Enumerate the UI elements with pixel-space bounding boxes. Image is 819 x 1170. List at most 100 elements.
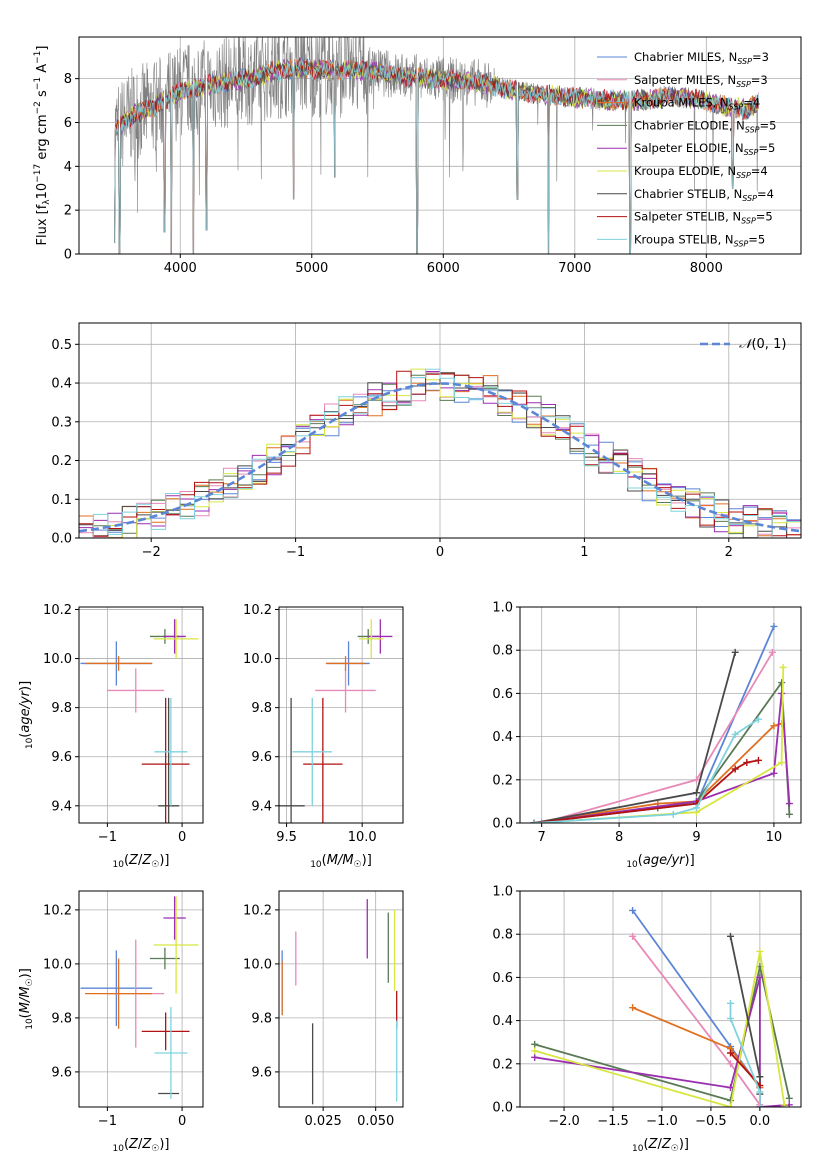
- plot-area: [80, 896, 199, 1099]
- x-tick-label: −2: [142, 545, 161, 560]
- weight-marker-kroupa_stelib: [692, 804, 700, 812]
- x-axis-label-text: (: [322, 853, 327, 868]
- point-chabrier_stelib: [158, 697, 180, 823]
- y-tick-label: 0.8: [492, 928, 513, 943]
- x-tick-label: −0.5: [695, 1114, 727, 1129]
- x-tick-label: 8: [615, 830, 623, 845]
- axes-mass_vs_Z: −1 0 9.6 9.8 10.0 10.2: [43, 890, 204, 1129]
- x-tick-label: 1: [580, 545, 588, 560]
- y-tick-label: 0: [64, 248, 72, 263]
- axis-label-var: age/yr: [643, 853, 686, 868]
- point-salpeter_stelib: [141, 1012, 190, 1051]
- x-axis-label-sub: ☉: [151, 1144, 159, 1154]
- axis-label-sub: 10: [25, 737, 35, 749]
- axes-frame: [519, 890, 802, 1108]
- axis-label-text: (: [18, 733, 33, 738]
- axes-frame: [78, 606, 204, 824]
- y-tick-label: 10.2: [243, 903, 272, 918]
- plot-area: [80, 619, 199, 823]
- x-tick-label: −2.0: [548, 1114, 580, 1129]
- axis-label-sub: ☉: [25, 978, 35, 986]
- axes-mass_vs_ebv: 0.025 0.050 9.6 9.8 10.0 10.2: [243, 890, 404, 1129]
- weight-marker-kroupa_elodie: [756, 947, 764, 955]
- y-axis-label: 10(age/yr)]: [18, 681, 35, 749]
- legend-label-count: =4: [757, 187, 774, 201]
- axes-frame: [278, 890, 404, 1108]
- y-tick-label: 0.2: [492, 773, 513, 788]
- legend-label-count: =3: [752, 50, 769, 64]
- axis-label-var: M/M: [18, 986, 33, 1013]
- legend-label-text: Kroupa STELIB, N: [634, 232, 734, 246]
- point-salpeter_elodie: [368, 619, 393, 654]
- legend-label-kroupa_miles: Kroupa MILES, NSSP=4: [634, 96, 760, 112]
- x-axis-label-var: Z: [648, 1137, 659, 1152]
- x-axis-label-sub: 10: [632, 1144, 644, 1154]
- weight-marker-kroupa_elodie: [779, 663, 787, 671]
- point-salpeter_elodie: [163, 619, 186, 654]
- axes-age_vs_mass: 9.5 10.0 9.4 9.6 9.8 10.0 10.2: [243, 603, 404, 845]
- y-axis-label-text: A: [35, 64, 50, 77]
- axis-label-text: )]: [18, 681, 33, 691]
- weight-marker-salpeter_stelib: [727, 1049, 735, 1057]
- x-axis-label-var: Z: [128, 1137, 139, 1152]
- legend-label-count: =5: [760, 118, 777, 132]
- weight-marker-kroupa_stelib: [756, 1088, 764, 1096]
- y-tick-label: 6: [64, 116, 72, 131]
- legend-label-text: Kroupa ELODIE, N: [634, 164, 736, 178]
- weight-marker-salpeter_stelib: [731, 765, 739, 773]
- weight-marker-salpeter_miles: [692, 776, 700, 784]
- axis-label-text: (: [638, 853, 643, 868]
- y-tick-label: 9.6: [251, 1065, 272, 1080]
- legend-label-sub: SSP: [729, 103, 744, 112]
- axes-spectrum: 4000 5000 6000 7000 8000 0 2 4 6 8: [64, 36, 802, 276]
- weight-marker-kroupa_elodie: [727, 1103, 735, 1107]
- weight-marker-chabrier_elodie: [785, 1094, 793, 1102]
- legend-label-text: Chabrier STELIB, N: [634, 187, 742, 201]
- y-tick-label: 1.0: [492, 885, 513, 900]
- weight-marker-chabrier_elodie: [531, 1040, 539, 1048]
- x-axis-label-text: (: [643, 1137, 648, 1152]
- point-kroupa_stelib: [292, 697, 332, 806]
- weight-marker-salpeter_elodie: [770, 769, 778, 777]
- y-tick-label: 10.2: [43, 603, 72, 618]
- plot-area: [279, 619, 393, 823]
- point-salpeter_elodie: [163, 896, 186, 940]
- weight-marker-kroupa_stelib: [731, 730, 739, 738]
- point-salpeter_miles: [315, 668, 376, 713]
- x-axis-label: 10(age/yr)]: [626, 853, 694, 870]
- plot-area: [530, 622, 793, 823]
- weight-marker-kroupa_miles: [629, 1004, 637, 1012]
- x-axis-label-text: )]: [159, 853, 169, 868]
- axes-weight_vs_age: 7 8 9 10 0.0 0.2 0.4 0.6 0.8 1.0: [492, 601, 802, 845]
- x-tick-label: 0: [178, 830, 186, 845]
- x-tick-label: 5000: [295, 261, 328, 276]
- y-axis-label-sup: −1: [33, 77, 43, 90]
- weight-marker-kroupa_elodie: [780, 1101, 788, 1107]
- weight-marker-salpeter_elodie: [727, 1084, 735, 1092]
- legend-label-gaussian: 𝒩(0, 1): [739, 337, 786, 352]
- y-axis-label: Flux [fλ10−17 erg cm−2 s−1 A−1]: [33, 46, 52, 246]
- weight-marker-kroupa_miles: [770, 722, 778, 730]
- point-kroupa_elodie: [359, 619, 384, 659]
- x-axis-label-var: Z: [128, 853, 139, 868]
- x-axis-label-sub: 10: [113, 1144, 125, 1154]
- point-salpeter_stelib: [141, 697, 190, 823]
- point-chabrier_miles: [80, 950, 153, 1026]
- x-axis-label: 10(Z/Z☉)]: [632, 1137, 689, 1154]
- x-tick-label: 10: [766, 830, 783, 845]
- weight-marker-kroupa_stelib: [727, 1014, 735, 1022]
- axes-frame: [278, 606, 404, 824]
- axis-label-sub: 10: [25, 1018, 35, 1030]
- point-salpeter_miles: [107, 668, 165, 713]
- gridlines: [79, 891, 203, 1107]
- x-axis-label-text: )]: [362, 853, 372, 868]
- y-tick-label: 9.6: [51, 1065, 72, 1080]
- axes-frame: [519, 606, 802, 824]
- legend-label-sub: SSP: [742, 194, 757, 203]
- y-tick-label: 2: [64, 204, 72, 219]
- x-axis-label-var: Z: [661, 1137, 672, 1152]
- x-tick-label: 8000: [690, 261, 723, 276]
- weight-marker-chabrier_miles: [629, 906, 637, 914]
- axis-label-var: age/yr: [18, 689, 33, 732]
